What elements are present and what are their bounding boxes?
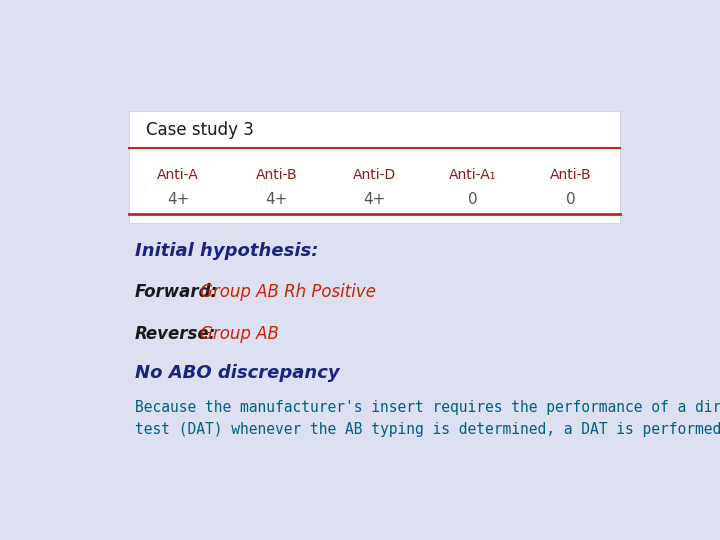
Text: Initial hypothesis:: Initial hypothesis: (135, 241, 318, 260)
Text: 4+: 4+ (364, 192, 386, 207)
FancyBboxPatch shape (129, 111, 620, 223)
Text: Anti-D: Anti-D (353, 168, 396, 182)
Text: Anti-B: Anti-B (550, 168, 592, 182)
Text: 0: 0 (468, 192, 477, 207)
Text: Anti-B: Anti-B (256, 168, 297, 182)
Text: Forward:: Forward: (135, 283, 217, 301)
Text: 4+: 4+ (167, 192, 189, 207)
Text: Group AB Rh Positive: Group AB Rh Positive (200, 283, 377, 301)
Text: Because the manufacturer's insert requires the performance of a direct antiglobu: Because the manufacturer's insert requir… (135, 400, 720, 437)
Text: No ABO discrepancy: No ABO discrepancy (135, 364, 339, 382)
Text: 0: 0 (566, 192, 576, 207)
Text: 4+: 4+ (265, 192, 287, 207)
Text: Reverse:: Reverse: (135, 325, 216, 343)
Text: Anti-A₁: Anti-A₁ (449, 168, 497, 182)
Text: Case study 3: Case study 3 (145, 121, 253, 139)
Text: Anti-A: Anti-A (157, 168, 199, 182)
Text: Group AB: Group AB (200, 325, 279, 343)
